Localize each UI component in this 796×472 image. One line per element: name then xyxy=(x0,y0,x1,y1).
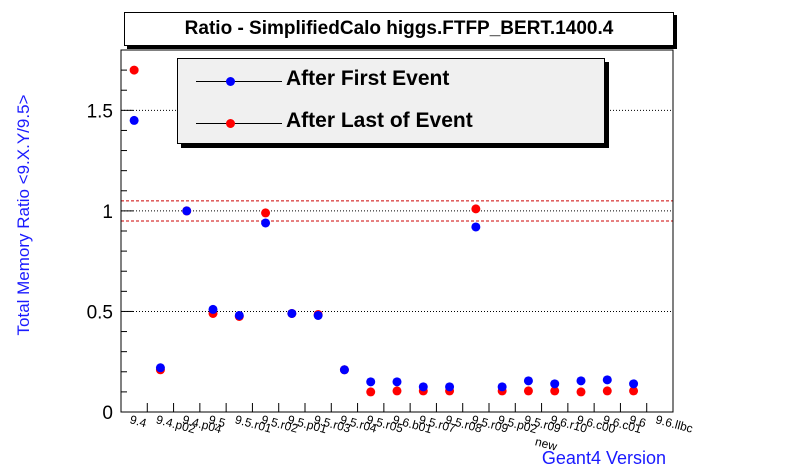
legend-entry-last-event: After Last of Event xyxy=(178,103,604,143)
data-point xyxy=(418,382,428,392)
y-tick-label: 1.5 xyxy=(87,101,113,122)
data-point xyxy=(129,65,139,75)
data-point xyxy=(366,387,376,397)
x-tick-label-extra: new xyxy=(534,434,559,453)
data-point xyxy=(155,363,165,373)
data-point xyxy=(602,386,612,396)
legend-label: After First Event xyxy=(286,67,450,90)
legend-marker xyxy=(226,119,235,128)
legend: After First Event After Last of Event xyxy=(177,58,605,144)
data-point xyxy=(550,379,560,389)
data-point xyxy=(523,386,533,396)
data-point xyxy=(576,376,586,386)
data-point xyxy=(234,310,244,320)
data-point xyxy=(313,310,323,320)
data-point xyxy=(392,386,402,396)
x-axis-label: Geant4 Version xyxy=(541,448,666,468)
y-tick-label: 0 xyxy=(102,403,113,424)
data-point xyxy=(550,386,560,396)
y-tick-label: 0.5 xyxy=(87,302,113,323)
x-tick-label: 9.5 xyxy=(207,412,227,430)
legend-label: After Last of Event xyxy=(286,109,473,132)
data-point xyxy=(629,386,639,396)
data-point xyxy=(471,204,481,214)
x-tick-label: 9.6.llbc xyxy=(654,412,694,435)
data-point xyxy=(497,382,507,392)
data-point xyxy=(182,206,192,216)
y-axis: 0 0.5 1 1.5 xyxy=(87,49,133,424)
data-point xyxy=(287,308,297,318)
data-point xyxy=(523,376,533,386)
data-point xyxy=(602,375,612,385)
data-point xyxy=(576,387,586,397)
chart-title: Ratio - SimplifiedCalo higgs.FTFP_BERT.1… xyxy=(124,12,674,46)
data-point xyxy=(208,304,218,314)
data-point xyxy=(339,365,349,375)
data-point xyxy=(392,377,402,387)
y-axis-label: Total Memory Ratio <9.X.Y/9.5> xyxy=(14,94,33,336)
legend-marker xyxy=(226,77,235,86)
data-point xyxy=(129,115,139,125)
x-tick-label: 9.4 xyxy=(128,412,148,430)
legend-entry-first-event: After First Event xyxy=(178,61,604,101)
data-point xyxy=(471,222,481,232)
legend-line xyxy=(196,81,282,82)
y-tick-label: 1 xyxy=(102,202,113,223)
reference-band xyxy=(121,200,673,222)
data-point xyxy=(261,208,271,218)
data-points xyxy=(129,65,639,397)
x-tick-label: 9.6 xyxy=(628,412,648,430)
data-point xyxy=(445,382,455,392)
data-point xyxy=(629,379,639,389)
legend-line xyxy=(196,123,282,124)
data-point xyxy=(261,218,271,228)
data-point xyxy=(366,377,376,387)
